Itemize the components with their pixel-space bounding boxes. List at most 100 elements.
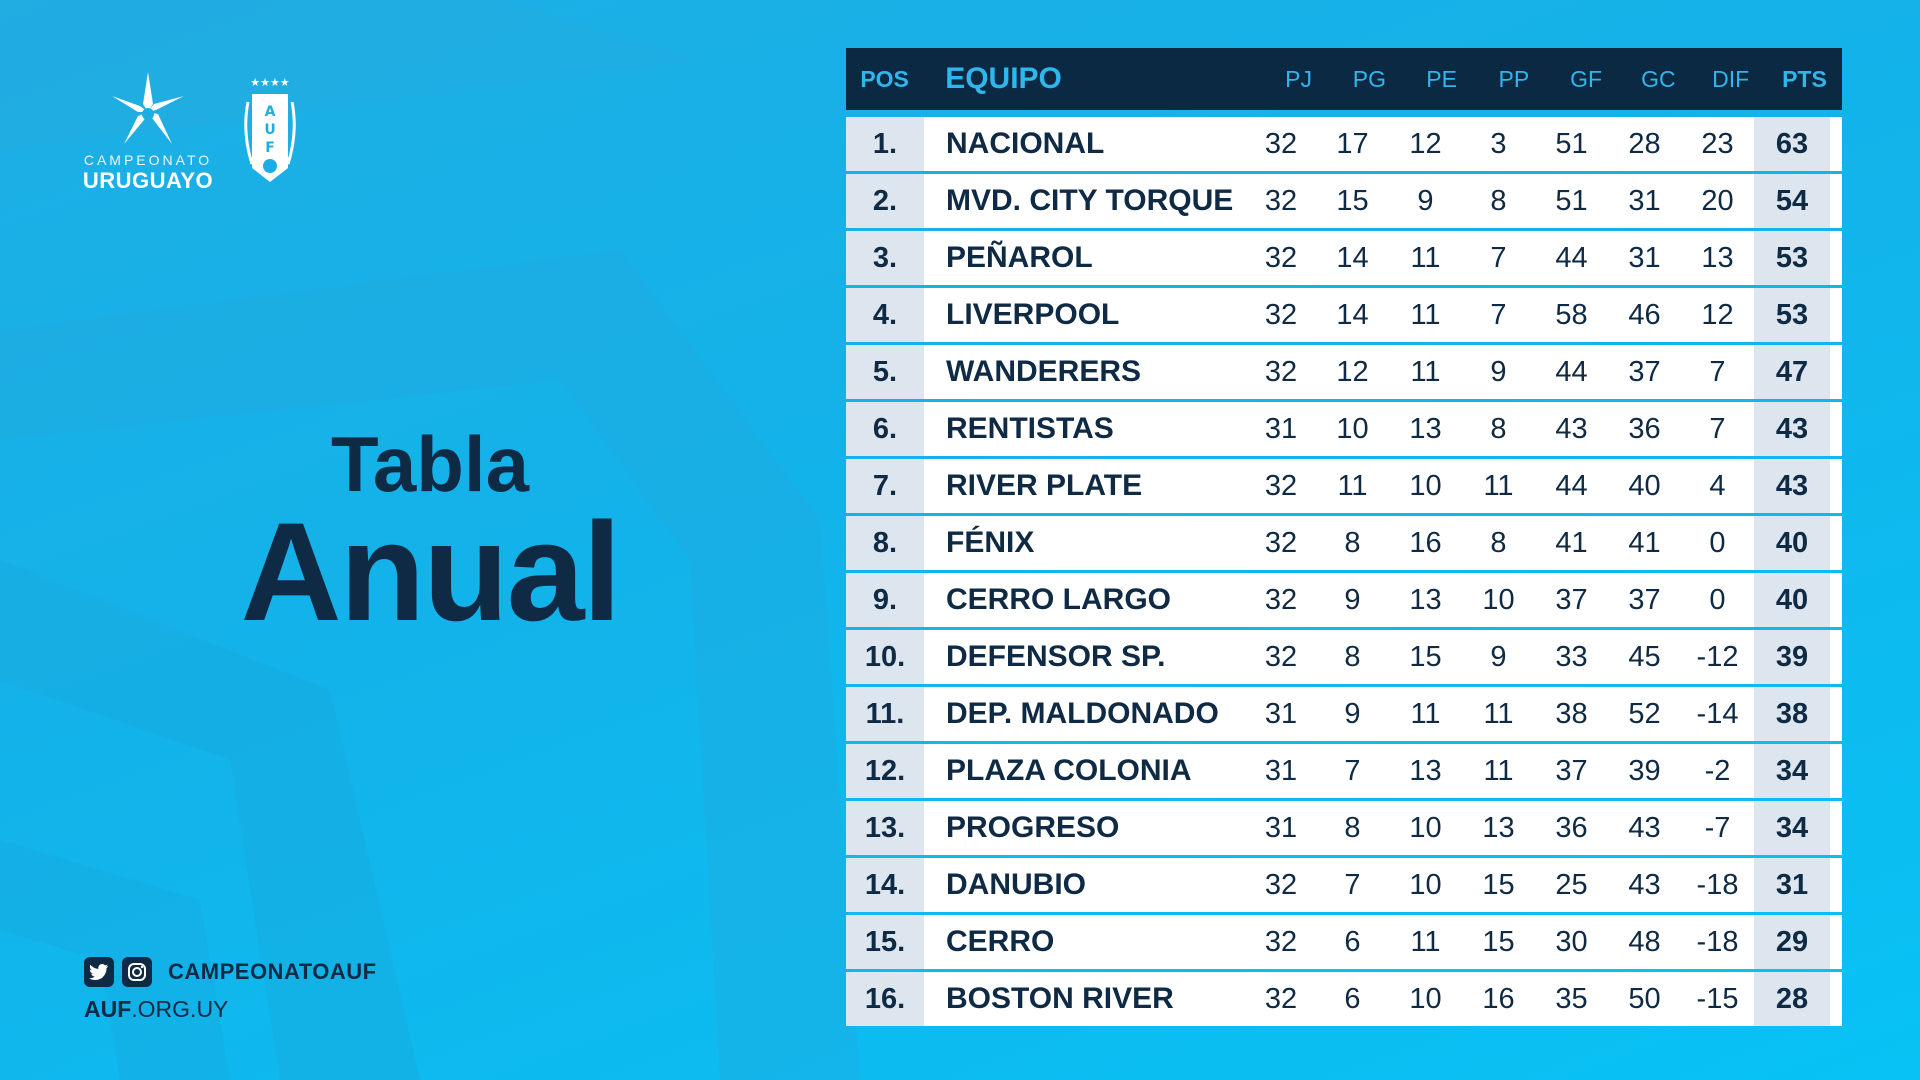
row-team: LIVERPOOL — [946, 298, 1120, 331]
row-dif: 12 — [1701, 298, 1734, 331]
row-pg: 11 — [1337, 469, 1368, 502]
row-pg: 15 — [1336, 184, 1369, 217]
row-pp: 8 — [1490, 412, 1507, 445]
table-body: 1. NACIONAL 32 17 12 3 51 28 23 63 2. MVD. CITY TOR… — [846, 117, 1842, 1026]
row-team: BOSTON RIVER — [946, 982, 1174, 1015]
row-team: CERRO LARGO — [946, 583, 1171, 616]
row-dif: 13 — [1701, 241, 1734, 274]
row-pj: 31 — [1264, 754, 1298, 787]
website-domain-bold: AUF — [84, 996, 132, 1022]
row-pos: 6. — [846, 402, 924, 456]
row-team: FÉNIX — [946, 526, 1035, 559]
instagram-icon[interactable] — [122, 957, 152, 987]
row-gc: 43 — [1628, 811, 1661, 844]
row-pg: 7 — [1344, 754, 1361, 787]
row-pg: 8 — [1344, 811, 1361, 844]
row-team: RIVER PLATE — [946, 469, 1143, 502]
row-pts: 34 — [1754, 744, 1830, 798]
row-pe: 13 — [1409, 754, 1442, 787]
table-row: 12. PLAZA COLONIA 31 7 13 11 37 39 -2 34 — [846, 744, 1842, 798]
table-row: 4. LIVERPOOL 32 14 11 7 58 46 12 53 — [846, 288, 1842, 342]
row-pg: 10 — [1336, 412, 1369, 445]
row-pg: 6 — [1344, 925, 1361, 958]
row-pe: 11 — [1410, 925, 1441, 958]
social-handle-text[interactable]: CAMPEONATOAUF — [168, 959, 377, 984]
row-pe: 11 — [1410, 355, 1441, 388]
row-pts: 39 — [1754, 630, 1830, 684]
row-pe: 11 — [1410, 298, 1441, 331]
row-gf: 35 — [1555, 982, 1588, 1015]
title-line-2: Anual — [240, 493, 622, 650]
twitter-icon[interactable] — [84, 957, 114, 987]
row-dif: 7 — [1709, 412, 1726, 445]
row-gf: 38 — [1555, 697, 1588, 730]
row-gf: 44 — [1555, 469, 1588, 502]
svg-text:A: A — [265, 104, 276, 120]
row-pts: 40 — [1754, 573, 1830, 627]
social-handle[interactable]: CAMPEONATOAUF — [84, 956, 377, 988]
row-pp: 9 — [1490, 355, 1507, 388]
row-pp: 8 — [1490, 526, 1507, 559]
row-gc: 31 — [1628, 241, 1661, 274]
row-pts: 43 — [1754, 459, 1830, 513]
page-title: Tabla Anual — [200, 420, 660, 642]
title-line-1: Tabla — [331, 420, 529, 508]
row-gc: 48 — [1628, 925, 1661, 958]
table-row: 5. WANDERERS 32 12 11 9 44 37 7 47 — [846, 345, 1842, 399]
row-dif: 0 — [1709, 526, 1726, 559]
svg-text:★★★★: ★★★★ — [250, 76, 290, 89]
row-pg: 12 — [1336, 355, 1369, 388]
row-dif: 23 — [1701, 127, 1734, 160]
auf-shield-icon: ★★★★ A U F — [244, 76, 296, 182]
row-gf: 30 — [1555, 925, 1588, 958]
row-team: RENTISTAS — [946, 412, 1114, 445]
row-pts: 40 — [1754, 516, 1830, 570]
row-pe: 9 — [1417, 184, 1434, 217]
row-pj: 32 — [1264, 469, 1298, 502]
row-pos: 15. — [846, 915, 924, 969]
row-pe: 12 — [1409, 127, 1442, 160]
table-row: 15. CERRO 32 6 11 15 30 48 -18 29 — [846, 915, 1842, 969]
row-pts: 34 — [1754, 801, 1830, 855]
row-pos: 11. — [846, 687, 924, 741]
header-gf: GF — [1570, 65, 1603, 92]
row-pp: 3 — [1490, 127, 1507, 160]
league-label-big: URUGUAYO — [82, 168, 214, 193]
row-pos: 13. — [846, 801, 924, 855]
row-pts: 63 — [1754, 117, 1830, 171]
table-row: 10. DEFENSOR SP. 32 8 15 9 33 45 -12 39 — [846, 630, 1842, 684]
row-pj: 32 — [1264, 640, 1298, 673]
standings-table: POS EQUIPO PJ PG PE PP GF GC DIF PTS 1. N… — [846, 48, 1842, 1026]
row-dif: -14 — [1696, 697, 1739, 730]
header-pg: PG — [1352, 65, 1386, 92]
row-dif: 4 — [1709, 469, 1726, 502]
row-pts: 38 — [1754, 687, 1830, 741]
row-team: PEÑAROL — [946, 241, 1093, 274]
row-dif: 20 — [1701, 184, 1734, 217]
row-gf: 58 — [1555, 298, 1588, 331]
league-label-small: CAMPEONATO — [83, 152, 213, 168]
row-pts: 47 — [1754, 345, 1830, 399]
website-domain-rest: .ORG.UY — [131, 996, 229, 1022]
row-team: CERRO — [946, 925, 1055, 958]
row-pp: 11 — [1483, 697, 1514, 730]
row-pe: 10 — [1409, 811, 1442, 844]
row-dif: -7 — [1704, 811, 1731, 844]
table-row: 8. FÉNIX 32 8 16 8 41 41 0 40 — [846, 516, 1842, 570]
row-pos: 14. — [846, 858, 924, 912]
row-pj: 32 — [1264, 127, 1298, 160]
row-pe: 10 — [1409, 982, 1442, 1015]
row-pp: 7 — [1490, 298, 1507, 331]
row-team: DEFENSOR SP. — [946, 640, 1166, 673]
row-pg: 8 — [1344, 526, 1361, 559]
row-pj: 32 — [1264, 583, 1298, 616]
row-gc: 28 — [1628, 127, 1661, 160]
row-pp: 11 — [1483, 469, 1514, 502]
row-pg: 14 — [1336, 298, 1369, 331]
row-team: DANUBIO — [946, 868, 1086, 901]
website-link[interactable]: AUF.ORG.UY — [84, 996, 228, 1023]
row-gf: 37 — [1555, 583, 1588, 616]
row-gc: 40 — [1628, 469, 1661, 502]
table-row: 7. RIVER PLATE 32 11 10 11 44 40 4 43 — [846, 459, 1842, 513]
row-pj: 32 — [1264, 241, 1298, 274]
